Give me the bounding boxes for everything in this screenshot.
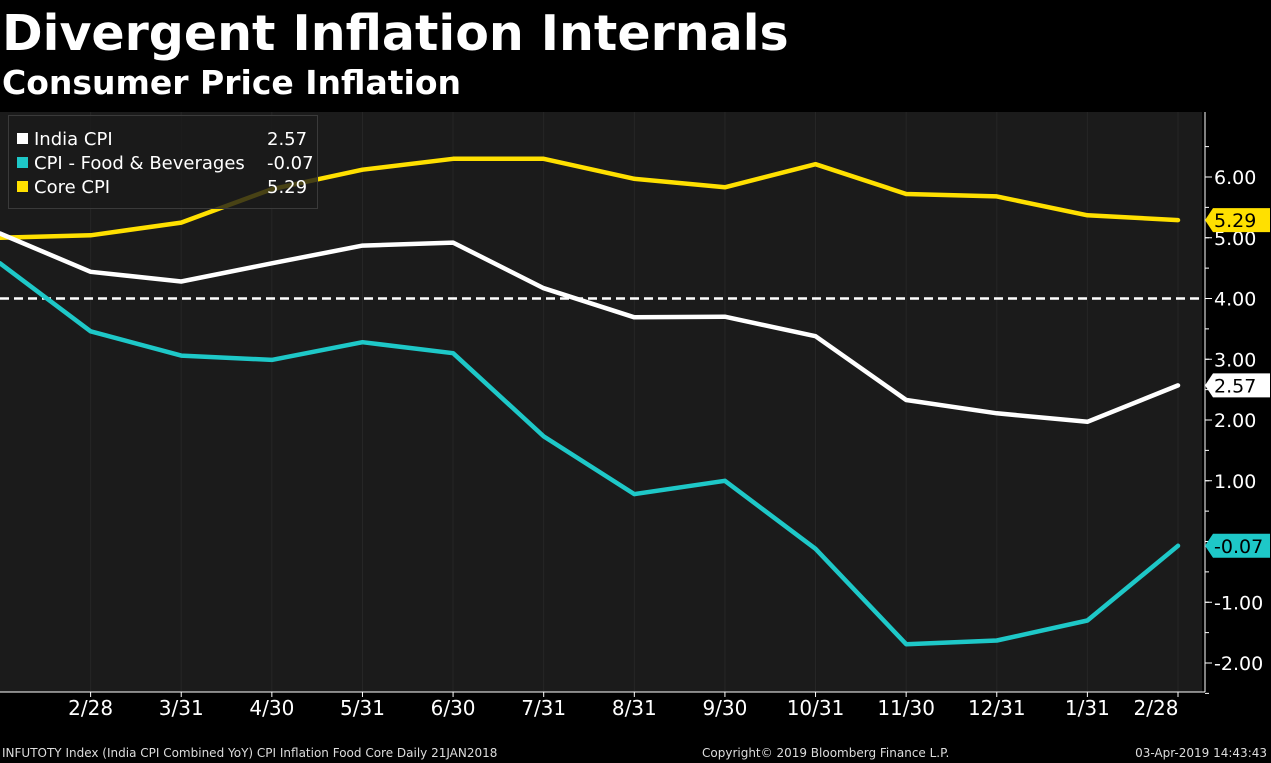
last-value-tags: 5.29 2.57 -0.07	[1205, 208, 1270, 558]
footer-timestamp: 03-Apr-2019 14:43:43	[1135, 746, 1267, 760]
legend-label: Core CPI	[34, 177, 111, 198]
legend-value: 2.57	[267, 129, 308, 150]
last-value-tag	[1205, 533, 1270, 558]
x-tick-label: 2/28	[1134, 696, 1179, 720]
x-tick-label: 3/31	[159, 696, 204, 720]
series-line-cpi-food-beverages	[0, 261, 1181, 647]
x-tick-label: 7/31	[521, 696, 566, 720]
legend-label: India CPI	[34, 129, 113, 150]
last-value-tag	[1205, 373, 1270, 398]
y-tick-label: 3.00	[1214, 349, 1256, 371]
last-value-label: 2.57	[1214, 375, 1256, 397]
legend-item-india-cpi[interactable]: India CPI 2.57	[17, 128, 307, 152]
x-axis: 2/28 3/31 4/30 5/31 6/30 7/31 8/31 9/30 10/31 11/…	[0, 691, 1205, 720]
y-tick-label: -1.00	[1214, 592, 1263, 614]
legend: India CPI 2.57 CPI - Food & Beverages -0.0…	[8, 115, 318, 209]
y-tick-label: 1.00	[1214, 471, 1256, 493]
x-tick-label: 12/31	[968, 696, 1026, 720]
y-axis: 6.00 5.00 4.00 3.00 2.00 1.00 -1.00 -2.00	[1204, 112, 1263, 694]
y-tick-label: 5.00	[1214, 228, 1256, 250]
legend-swatch	[17, 133, 28, 144]
x-tick-label: 2/28	[68, 696, 113, 720]
x-tick-label: 10/31	[787, 696, 845, 720]
series-line-core-cpi	[0, 156, 1181, 241]
legend-value: -0.07	[267, 153, 314, 174]
x-tick-label: 4/30	[249, 696, 294, 720]
chart-subtitle: Consumer Price Inflation	[2, 63, 462, 102]
legend-item-core-cpi[interactable]: Core CPI 5.29	[17, 176, 307, 200]
x-tick-label: 8/31	[612, 696, 657, 720]
series-line-india-cpi	[0, 231, 1181, 425]
legend-swatch	[17, 181, 28, 192]
legend-item-food-beverages[interactable]: CPI - Food & Beverages -0.07	[17, 152, 314, 176]
legend-swatch	[17, 157, 28, 168]
y-tick-label: -2.00	[1214, 653, 1263, 675]
legend-label: CPI - Food & Beverages	[34, 153, 245, 174]
x-tick-label: 9/30	[702, 696, 747, 720]
x-tick-label: 11/30	[877, 696, 935, 720]
x-tick-label: 1/31	[1065, 696, 1110, 720]
last-value-tag	[1205, 208, 1270, 233]
chart-title: Divergent Inflation Internals	[2, 5, 789, 62]
footer-source: INFUTOTY Index (India CPI Combined YoY) …	[2, 746, 498, 760]
series-layer	[0, 156, 1181, 647]
last-value-label: -0.07	[1214, 536, 1263, 558]
y-tick-label: 6.00	[1214, 167, 1256, 189]
y-tick-label: 2.00	[1214, 410, 1256, 432]
x-tick-label: 5/31	[340, 696, 385, 720]
y-tick-label: 4.00	[1214, 289, 1256, 311]
footer-copyright: Copyright© 2019 Bloomberg Finance L.P.	[702, 746, 950, 760]
legend-value: 5.29	[267, 177, 308, 198]
last-value-label: 5.29	[1214, 210, 1256, 232]
x-tick-label: 6/30	[431, 696, 476, 720]
